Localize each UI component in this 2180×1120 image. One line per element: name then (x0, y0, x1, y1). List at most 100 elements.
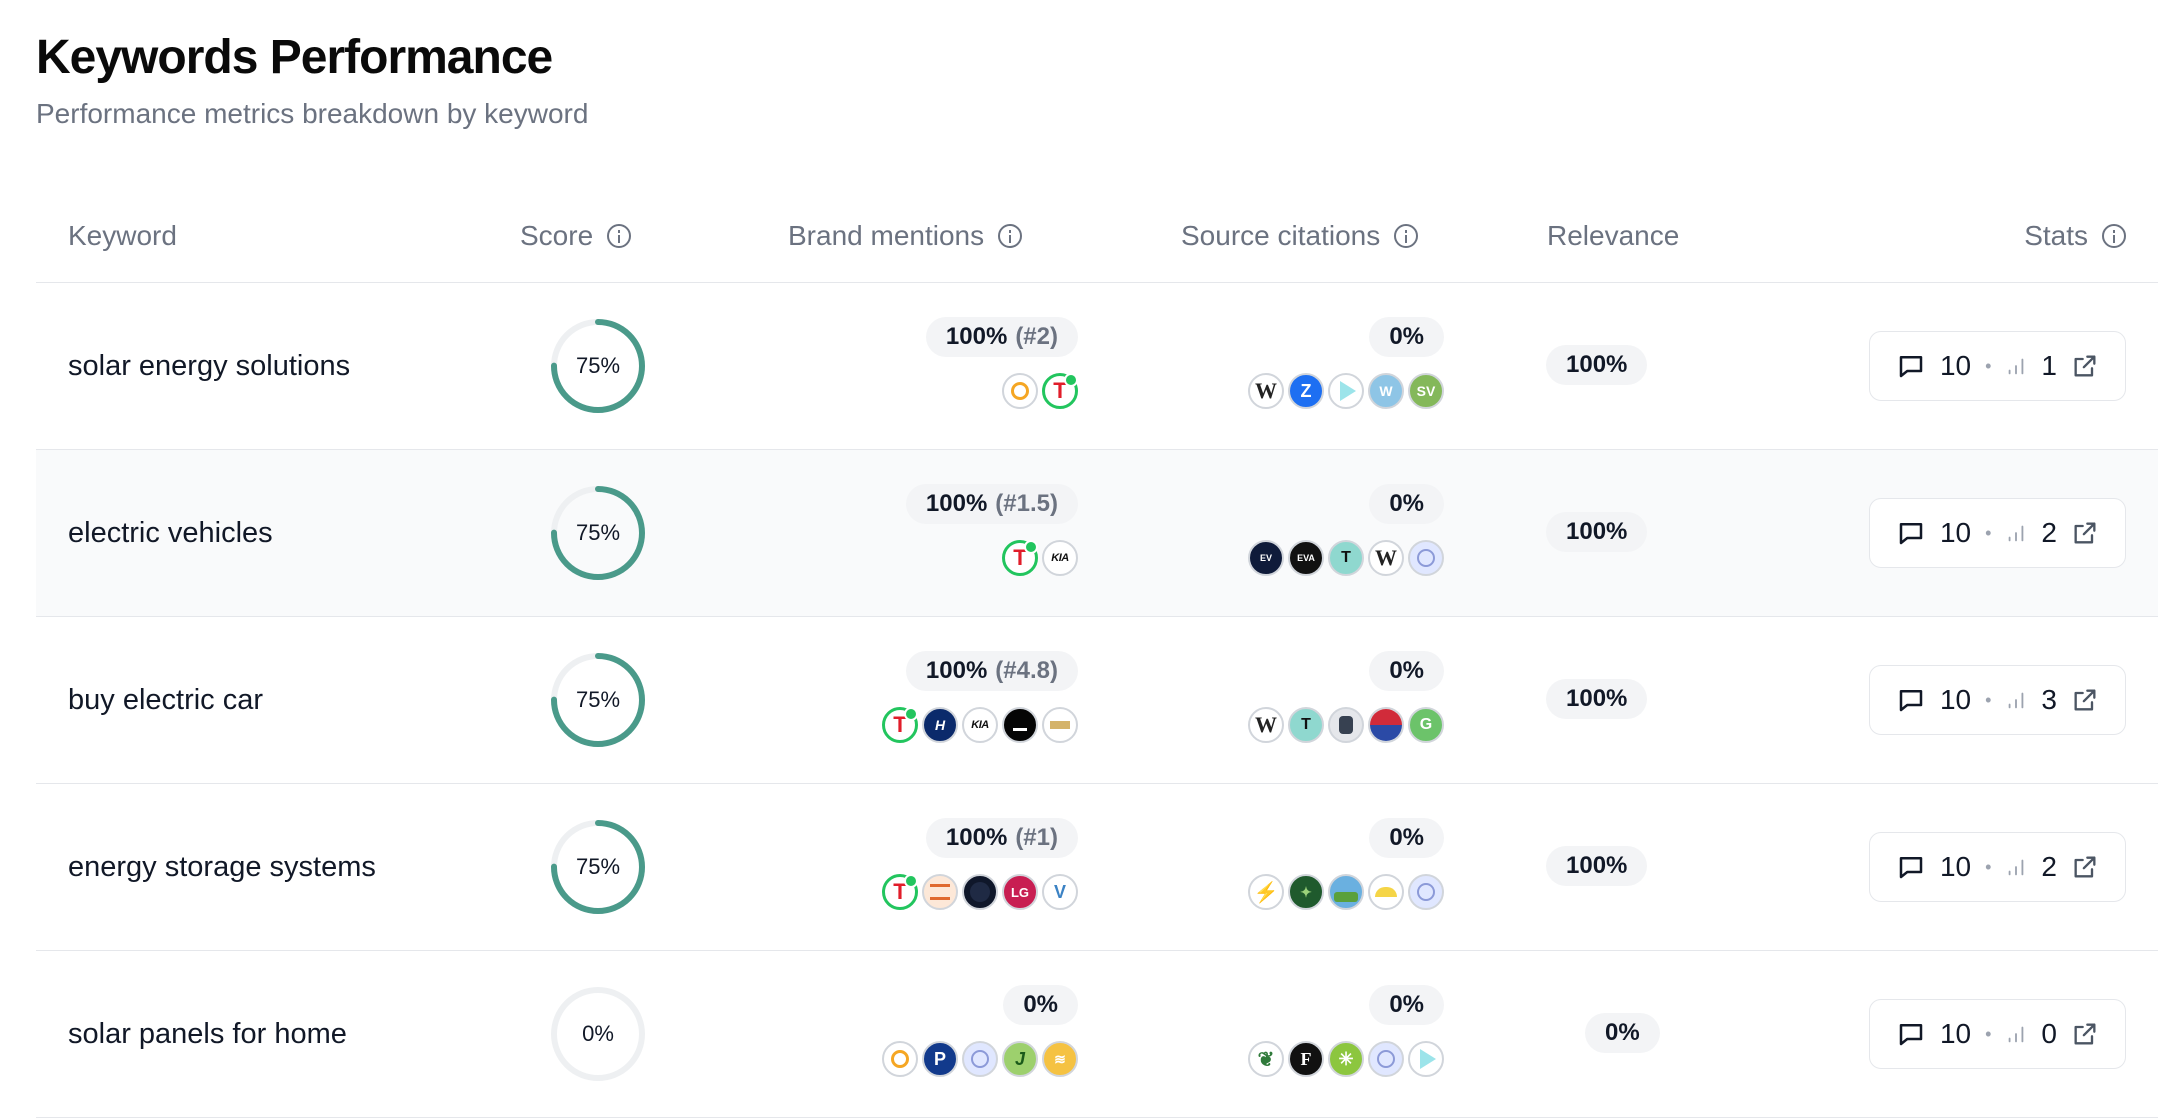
score-ring (551, 486, 645, 580)
stats-box[interactable]: 10 • 0 (1868, 999, 2126, 1069)
brand-logos: T LG V (882, 874, 1078, 910)
external-link-icon[interactable] (2071, 686, 2099, 714)
column-relevance[interactable]: Relevance (1547, 190, 1679, 282)
score-value: 75% (575, 687, 621, 712)
score-value: 0% (582, 1021, 614, 1046)
info-icon[interactable] (1394, 224, 1419, 248)
globe-icon (1408, 540, 1444, 576)
column-stats-label: Stats (2024, 220, 2088, 251)
source-citations-percent: 0% (1389, 490, 1424, 517)
dark-circle-icon (962, 874, 998, 910)
column-keyword[interactable]: Keyword (68, 190, 177, 282)
play-icon (1328, 373, 1364, 409)
separator-dot: • (1985, 355, 1992, 376)
citation-logos: ❦ F ✳ (1248, 1041, 1444, 1077)
stats-rank: 3 (2041, 684, 2057, 715)
leaf-icon: ❦ (1248, 1041, 1284, 1077)
brand-mentions-badge: 100% (#2) (925, 317, 1078, 357)
brand-logos: T H KIA (882, 707, 1078, 743)
bar-chart-icon (2005, 355, 2027, 377)
info-icon[interactable] (998, 224, 1023, 248)
table-row[interactable]: solar panels for home 0% 0% P J ≋ 0% ❦ F ✳ 0… (36, 951, 2158, 1118)
table-row[interactable]: solar energy solutions 75% 100% (#2) T 0… (36, 283, 2158, 450)
relevance-percent: 100% (1566, 852, 1628, 879)
column-score[interactable]: Score (520, 190, 632, 282)
column-keyword-label: Keyword (68, 220, 177, 251)
external-link-icon[interactable] (2071, 1020, 2099, 1048)
wikipedia-icon: W (1368, 540, 1404, 576)
relevance-badge: 0% (1585, 1013, 1660, 1053)
column-stats[interactable]: Stats (2024, 190, 2126, 282)
brand-logos: T (1002, 373, 1078, 409)
score-ring-arc (551, 319, 645, 413)
globe-icon (962, 1041, 998, 1077)
info-icon[interactable] (2102, 224, 2126, 248)
table-row[interactable]: electric vehicles 75% 100% (#1.5) T KIA 0… (36, 450, 2158, 617)
green-seal-icon: ✦ (1288, 874, 1324, 910)
tesla-icon: T (882, 874, 918, 910)
column-brand-mentions-label: Brand mentions (788, 220, 985, 251)
score-ring-arc (551, 820, 645, 914)
score-ring-track (551, 987, 645, 1081)
stats-box[interactable]: 10 • 2 (1868, 498, 2126, 568)
source-citations-badge: 0% (1369, 484, 1444, 524)
eva-icon: EVA (1288, 540, 1324, 576)
keyword-text: energy storage systems (68, 850, 376, 883)
separator-dot: • (1985, 1023, 1992, 1044)
chat-icon (1896, 351, 1926, 381)
brand-mentions-percent: 100% (925, 490, 988, 517)
bar-chart-icon (2005, 1023, 2027, 1045)
table-header: Keyword Score Brand mentions Source cita… (36, 190, 2158, 283)
play-icon (1408, 1041, 1444, 1077)
table-row[interactable]: buy electric car 75% 100% (#4.8) T H KIA 0… (36, 617, 2158, 784)
column-brand-mentions[interactable]: Brand mentions (788, 190, 1023, 282)
table-row[interactable]: energy storage systems 75% 100% (#1) T LG… (36, 784, 2158, 951)
g-icon: G (1408, 707, 1444, 743)
separator-dot: • (1985, 522, 1992, 543)
brand-mentions-badge: 100% (#1.5) (905, 484, 1078, 524)
source-citations-percent: 0% (1389, 824, 1424, 851)
brand-mentions-rank: (#2) (1015, 323, 1058, 350)
sunrise-icon: ≋ (1042, 1041, 1078, 1077)
lucid-icon (1002, 707, 1038, 743)
sun-icon (1368, 874, 1404, 910)
stats-box[interactable]: 10 • 1 (1868, 331, 2126, 401)
separator-dot: • (1985, 689, 1992, 710)
stats-responses: 10 (1939, 851, 1972, 882)
bar-chart-icon (2005, 856, 2027, 878)
source-citations-badge: 0% (1369, 651, 1444, 691)
info-icon[interactable] (607, 224, 632, 248)
column-source-citations[interactable]: Source citations (1181, 190, 1419, 282)
source-citations-badge: 0% (1369, 818, 1444, 858)
brand-mentions-percent: 100% (945, 824, 1008, 851)
external-link-icon[interactable] (2071, 352, 2099, 380)
orange-ring-icon (1002, 373, 1038, 409)
external-link-icon[interactable] (2071, 519, 2099, 547)
source-citations-badge: 0% (1369, 317, 1444, 357)
relevance-badge: 100% (1546, 512, 1648, 552)
score-ring (551, 653, 645, 747)
robot-icon (1328, 707, 1364, 743)
chat-icon (1896, 518, 1926, 548)
page-title: Keywords Performance (36, 31, 553, 84)
score-value: 75% (575, 353, 621, 378)
orange-ring-icon (882, 1041, 918, 1077)
stats-box[interactable]: 10 • 2 (1868, 832, 2126, 902)
lg-icon: LG (1002, 874, 1038, 910)
external-link-icon[interactable] (2071, 853, 2099, 881)
column-score-label: Score (520, 220, 594, 251)
score-ring-arc (551, 486, 645, 580)
hyundai-icon: H (922, 707, 958, 743)
tesla-icon: T (882, 707, 918, 743)
stats-rank: 2 (2041, 851, 2057, 882)
f-icon: F (1288, 1041, 1324, 1077)
citation-logos: W Z W SV (1248, 373, 1444, 409)
brand-mentions-percent: 0% (1023, 991, 1058, 1018)
separator-dot: • (1985, 856, 1992, 877)
stats-box[interactable]: 10 • 3 (1868, 665, 2126, 735)
chat-icon (1896, 1019, 1926, 1049)
relevance-percent: 100% (1566, 351, 1628, 378)
keyword-text: solar panels for home (68, 1017, 347, 1050)
